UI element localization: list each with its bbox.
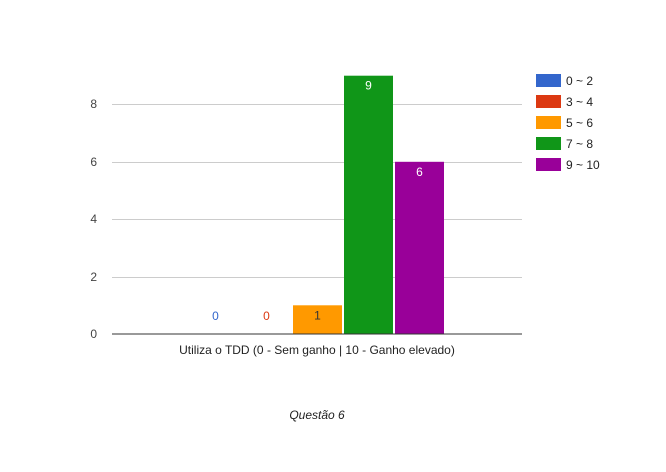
legend-label: 5 ~ 6 — [566, 116, 593, 130]
y-tick-label: 4 — [90, 212, 97, 226]
y-tick-label: 8 — [90, 97, 97, 111]
x-axis-label: Utiliza o TDD (0 - Sem ganho | 10 - Ganh… — [179, 343, 455, 357]
legend-label: 9 ~ 10 — [566, 158, 600, 172]
data-label: 9 — [365, 79, 372, 93]
legend-label: 0 ~ 2 — [566, 74, 593, 88]
legend-swatch — [536, 116, 561, 129]
legend: 0 ~ 2 3 ~ 4 5 ~ 6 7 ~ 8 9 ~ 10 — [536, 74, 600, 172]
bar — [293, 305, 342, 334]
data-label: 0 — [212, 309, 219, 323]
labels-layer: 0 0 1 9 6 — [212, 79, 423, 323]
bar — [344, 75, 393, 334]
y-tick-label: 2 — [90, 270, 97, 284]
y-tick-label: 6 — [90, 155, 97, 169]
legend-label: 7 ~ 8 — [566, 137, 593, 151]
grid-layer: 0 2 4 6 8 — [90, 97, 522, 341]
y-tick-label: 0 — [90, 327, 97, 341]
data-label: 1 — [314, 308, 321, 322]
legend-swatch — [536, 74, 561, 87]
legend-swatch — [536, 158, 561, 171]
chart-title: Questão 6 — [289, 408, 345, 422]
legend-swatch — [536, 137, 561, 150]
legend-swatch — [536, 95, 561, 108]
legend-label: 3 ~ 4 — [566, 95, 593, 109]
data-label: 6 — [416, 165, 423, 179]
bars-layer — [293, 75, 444, 334]
data-label: 0 — [263, 309, 270, 323]
bar — [395, 161, 444, 334]
